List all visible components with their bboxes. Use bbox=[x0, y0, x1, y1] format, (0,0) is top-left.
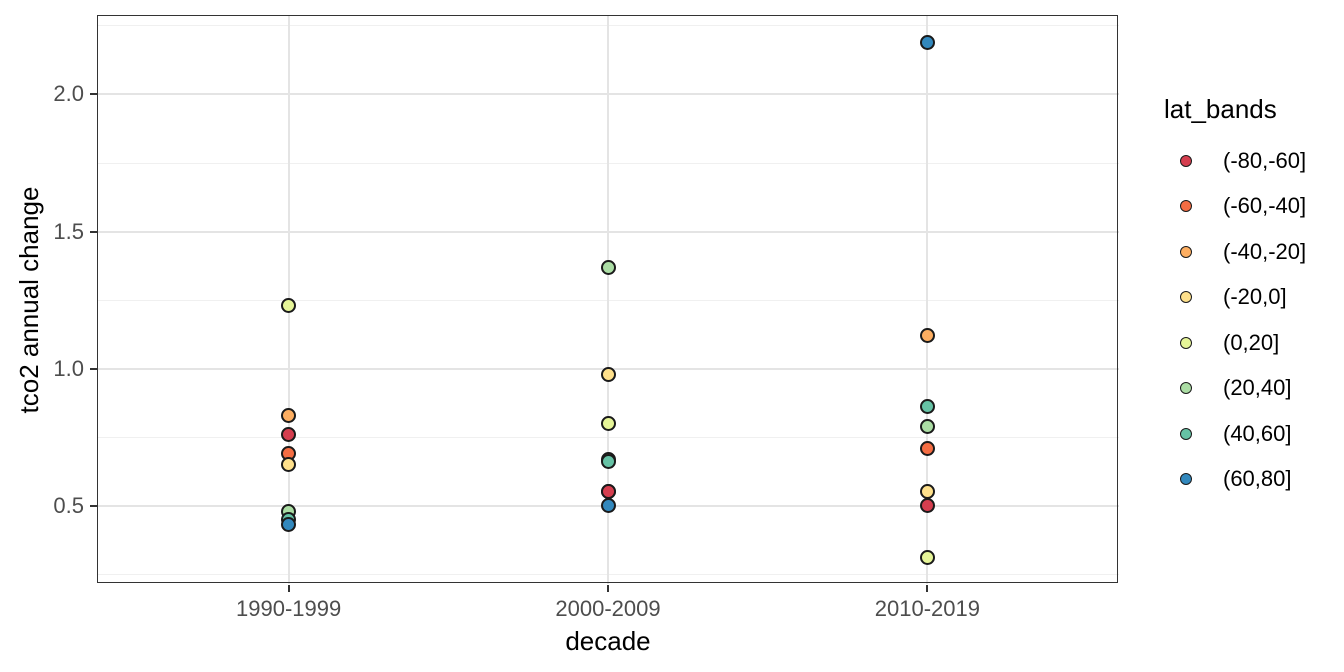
y-tick-label: 0.5 bbox=[53, 492, 84, 518]
data-point bbox=[600, 498, 616, 514]
legend-item-label: (-60,-40] bbox=[1223, 193, 1307, 219]
data-point bbox=[919, 399, 935, 415]
legend-key-circle bbox=[1180, 427, 1192, 440]
legend-item-label: (0,20] bbox=[1223, 329, 1280, 355]
x-tick-mark bbox=[287, 585, 290, 592]
y-tick-label: 1.5 bbox=[53, 218, 84, 244]
data-point bbox=[919, 550, 935, 566]
legend-title: lat_bands bbox=[1164, 94, 1277, 124]
data-point bbox=[281, 456, 297, 472]
legend-item-label: (-20,0] bbox=[1223, 284, 1287, 310]
legend-key-circle bbox=[1180, 291, 1192, 304]
legend-key-circle bbox=[1180, 473, 1192, 486]
legend-key-circle bbox=[1180, 336, 1192, 349]
y-tick-mark bbox=[90, 504, 97, 507]
data-point bbox=[600, 415, 616, 431]
legend-key-circle bbox=[1180, 382, 1192, 395]
x-tick-mark bbox=[607, 585, 609, 592]
x-tick-label: 2010-2019 bbox=[874, 596, 980, 621]
data-point bbox=[600, 366, 616, 382]
data-point bbox=[600, 454, 616, 470]
legend-key-circle bbox=[1180, 245, 1192, 258]
y-tick-mark bbox=[90, 230, 97, 233]
y-tick-label: 1.0 bbox=[53, 355, 84, 381]
x-tick-mark bbox=[926, 585, 929, 592]
legend-item-label: (-80,-60] bbox=[1223, 147, 1307, 173]
data-point bbox=[281, 517, 297, 533]
data-point bbox=[919, 34, 935, 50]
y-tick-label: 2.0 bbox=[53, 81, 84, 107]
y-tick-mark bbox=[90, 367, 97, 370]
legend-item-label: (60,80] bbox=[1223, 466, 1292, 492]
data-point bbox=[281, 407, 297, 423]
grid-line-vertical bbox=[926, 15, 929, 584]
y-axis-title: tco2 annual change bbox=[14, 186, 44, 414]
legend-item-label: (-40,-20] bbox=[1223, 238, 1307, 264]
data-point bbox=[281, 298, 297, 314]
legend-key-circle bbox=[1180, 200, 1192, 213]
data-point bbox=[919, 418, 935, 434]
data-point bbox=[600, 259, 616, 275]
x-tick-label: 1990-1999 bbox=[236, 596, 342, 621]
data-point bbox=[919, 498, 935, 514]
legend-item-label: (40,60] bbox=[1223, 420, 1292, 446]
y-tick-mark bbox=[90, 93, 97, 96]
legend-key-circle bbox=[1180, 154, 1192, 167]
x-axis-title: decade bbox=[565, 626, 651, 656]
x-tick-label: 2000-2009 bbox=[555, 596, 661, 621]
data-point bbox=[919, 440, 935, 456]
data-point bbox=[281, 426, 297, 442]
data-point bbox=[919, 328, 935, 344]
legend-item-label: (20,40] bbox=[1223, 375, 1292, 401]
grid-line-vertical bbox=[607, 15, 609, 584]
